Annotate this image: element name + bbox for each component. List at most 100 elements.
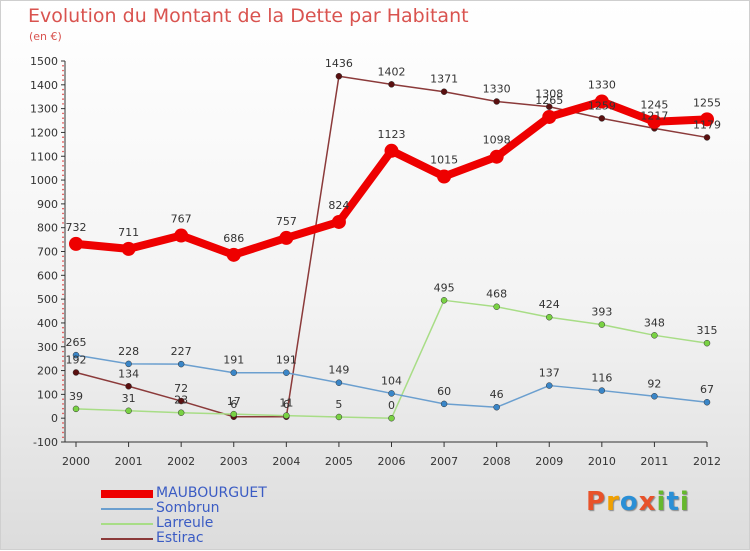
data-label-estirac: 72 — [174, 382, 188, 395]
y-minor-tick — [62, 69, 64, 72]
data-label-estirac: 1217 — [640, 109, 668, 122]
data-label-larreule: 11 — [279, 397, 293, 410]
logo-letter: i — [679, 487, 690, 517]
logo-letter: r — [606, 487, 620, 517]
data-label-sombrun: 191 — [223, 354, 244, 367]
data-point-sombrun — [283, 369, 290, 376]
data-point-sombrun — [125, 360, 132, 368]
y-minor-tick — [62, 341, 64, 343]
data-point-maubourguet — [384, 143, 399, 158]
y-minor-tick — [62, 293, 64, 296]
legend-swatch — [101, 523, 153, 525]
y-minor-tick — [62, 412, 64, 415]
y-tick-label: 1400 — [30, 79, 58, 92]
data-point-estirac — [493, 98, 500, 105]
data-label-sombrun: 46 — [490, 388, 504, 401]
data-label-sombrun: 92 — [647, 377, 661, 390]
data-label-estirac: 1436 — [325, 57, 353, 70]
data-label-maubourguet: 767 — [171, 213, 192, 226]
data-point-maubourguet — [69, 236, 83, 251]
y-minor-tick — [62, 326, 64, 329]
y-minor-tick — [62, 198, 64, 200]
data-point-estirac — [125, 383, 132, 390]
y-tick-label: 1200 — [30, 126, 58, 139]
y-minor-tick — [62, 317, 64, 319]
data-label-maubourguet: 1265 — [535, 94, 563, 107]
data-label-maubourguet: 1330 — [588, 78, 616, 91]
data-label-maubourguet: 1123 — [378, 128, 406, 141]
legend-label: Sombrun — [156, 500, 220, 516]
data-label-larreule: 23 — [174, 394, 188, 407]
y-minor-tick — [62, 241, 64, 243]
x-tick-label: 2007 — [430, 455, 458, 468]
y-minor-tick — [62, 141, 64, 143]
y-tick-label: -100 — [33, 436, 58, 449]
data-point-larreule — [283, 412, 290, 419]
data-point-larreule — [388, 414, 395, 422]
y-minor-tick — [62, 74, 64, 77]
data-label-estirac: 1330 — [483, 82, 511, 95]
y-minor-tick — [62, 374, 64, 377]
data-point-larreule — [598, 321, 606, 328]
y-minor-tick — [62, 422, 64, 424]
chart-subtitle: (en €) — [29, 30, 62, 43]
y-tick-label: 1300 — [30, 103, 58, 116]
y-tick-label: 900 — [37, 198, 58, 211]
data-label-maubourguet: 824 — [328, 199, 349, 212]
data-label-maubourguet: 1255 — [693, 96, 721, 109]
y-minor-tick — [62, 79, 64, 81]
logo-letter: i — [656, 487, 667, 517]
y-minor-tick — [62, 160, 64, 162]
x-tick-label: 2001 — [115, 455, 143, 468]
data-point-sombrun — [72, 351, 80, 359]
data-label-estirac: 134 — [118, 367, 139, 380]
y-tick-label: 0 — [51, 412, 58, 425]
x-tick-label: 2006 — [378, 455, 406, 468]
y-minor-tick — [62, 388, 64, 391]
y-minor-tick — [62, 384, 64, 386]
y-minor-tick — [62, 217, 64, 219]
y-minor-tick — [62, 236, 64, 239]
y-tick-label: 1100 — [30, 150, 58, 163]
data-label-estirac: 1371 — [430, 73, 458, 86]
legend-label: Larreule — [156, 515, 214, 531]
data-point-sombrun — [177, 360, 185, 368]
data-label-larreule: 39 — [69, 390, 83, 403]
data-point-larreule — [335, 413, 343, 421]
axes: -100010020030040050060070080090010001100… — [30, 55, 721, 468]
data-point-larreule — [230, 410, 237, 418]
data-point-sombrun — [388, 390, 395, 397]
data-label-estirac: 1179 — [693, 118, 721, 131]
data-label-larreule: 424 — [539, 298, 560, 311]
y-tick-label: 600 — [37, 269, 58, 282]
y-minor-tick — [62, 436, 64, 439]
data-point-estirac — [335, 72, 343, 80]
data-point-larreule — [125, 407, 132, 415]
y-tick-label: 1000 — [30, 174, 58, 187]
data-point-sombrun — [230, 369, 237, 376]
data-point-maubourguet — [437, 169, 452, 184]
data-label-sombrun: 116 — [591, 372, 612, 385]
data-label-larreule: 17 — [227, 395, 241, 408]
data-point-maubourguet — [700, 112, 714, 127]
data-point-estirac — [72, 369, 80, 376]
data-point-sombrun — [598, 387, 606, 394]
y-minor-tick — [62, 112, 64, 115]
data-point-maubourguet — [331, 214, 346, 229]
data-point-sombrun — [546, 382, 553, 389]
data-label-larreule: 315 — [697, 324, 718, 337]
data-point-maubourguet — [279, 230, 294, 245]
data-point-maubourguet — [594, 94, 609, 109]
data-point-sombrun — [651, 393, 658, 400]
y-minor-tick — [62, 431, 64, 434]
y-minor-tick — [62, 264, 64, 267]
data-point-estirac — [177, 397, 185, 405]
y-minor-tick — [62, 184, 64, 186]
data-label-maubourguet: 732 — [66, 221, 87, 234]
series-layer — [69, 72, 714, 422]
y-minor-tick — [62, 255, 64, 258]
data-point-maubourguet — [121, 241, 136, 256]
data-label-larreule: 0 — [388, 399, 395, 412]
legend-label: MAUBOURGUET — [156, 485, 267, 501]
data-label-sombrun: 228 — [118, 345, 139, 358]
